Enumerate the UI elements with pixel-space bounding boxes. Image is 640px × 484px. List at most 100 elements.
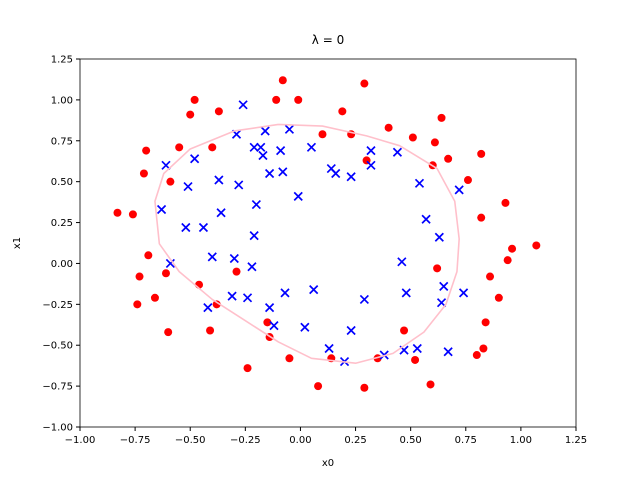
- x-tick-label: 1.00: [510, 435, 532, 446]
- point: [276, 145, 286, 156]
- point: [331, 168, 341, 179]
- point: [264, 168, 275, 179]
- point: [144, 251, 153, 260]
- point: [477, 213, 486, 222]
- y-tick-label: 1.25: [51, 55, 73, 66]
- point: [437, 113, 446, 122]
- point: [477, 149, 486, 158]
- point: [306, 142, 317, 152]
- point: [479, 344, 488, 353]
- x-tick-label: 0.25: [344, 435, 366, 446]
- point: [278, 167, 288, 177]
- point: [397, 257, 407, 267]
- point: [232, 267, 241, 276]
- y-tick-label: 0.25: [51, 218, 73, 229]
- y-tick-label: 0.75: [51, 136, 73, 147]
- point: [212, 300, 221, 309]
- chart-title: λ = 0: [312, 33, 344, 47]
- y-tick-label: −1.00: [42, 423, 73, 434]
- x-tick-label: 0.00: [289, 435, 311, 446]
- point: [384, 123, 393, 132]
- point: [164, 328, 173, 337]
- point: [207, 252, 217, 262]
- point: [481, 318, 490, 327]
- point: [206, 326, 215, 335]
- point: [360, 383, 369, 392]
- point: [284, 124, 295, 134]
- point: [190, 95, 199, 104]
- x-tick-label: −0.50: [175, 435, 206, 446]
- point: [408, 133, 417, 142]
- point: [186, 110, 195, 119]
- point: [285, 354, 294, 363]
- point: [156, 204, 167, 215]
- point: [249, 142, 259, 152]
- point: [400, 326, 409, 335]
- point: [242, 293, 253, 303]
- plot-frame: [79, 58, 577, 428]
- point: [272, 95, 281, 104]
- x-tick-label: −0.25: [230, 435, 261, 446]
- y-tick-label: −0.75: [42, 382, 73, 393]
- point: [234, 180, 244, 190]
- point: [264, 303, 275, 313]
- point: [443, 347, 453, 357]
- y-tick-label: 0.50: [51, 177, 73, 188]
- point: [150, 293, 159, 302]
- point: [318, 130, 327, 139]
- point: [256, 142, 266, 152]
- x-tick-label: 0.50: [400, 435, 422, 446]
- point: [278, 76, 287, 85]
- point: [216, 208, 226, 218]
- point: [314, 382, 323, 391]
- point: [501, 198, 510, 207]
- point: [414, 178, 425, 188]
- x-tick-label: −1.00: [65, 435, 96, 446]
- point: [238, 100, 248, 110]
- point: [251, 199, 261, 210]
- x-tick-label: 1.25: [565, 435, 587, 446]
- point: [183, 181, 193, 192]
- x-tick-label: −0.75: [120, 435, 151, 446]
- point: [214, 107, 223, 116]
- point: [421, 214, 431, 224]
- point: [243, 364, 252, 373]
- point: [359, 294, 369, 305]
- point: [258, 150, 268, 161]
- point: [392, 147, 403, 157]
- point: [142, 146, 151, 155]
- point: [175, 143, 184, 152]
- point: [458, 288, 469, 298]
- point: [309, 285, 319, 295]
- point: [269, 320, 279, 331]
- point: [324, 343, 334, 354]
- point: [247, 262, 257, 272]
- point: [434, 232, 444, 242]
- point: [294, 95, 303, 104]
- point: [463, 176, 472, 185]
- point: [366, 145, 376, 156]
- point: [166, 177, 175, 186]
- point: [198, 222, 209, 233]
- point: [486, 272, 495, 281]
- point: [227, 291, 237, 301]
- y-tick-label: 0.00: [51, 259, 73, 270]
- point: [494, 293, 503, 302]
- point: [249, 231, 259, 241]
- point: [532, 241, 541, 250]
- point: [366, 160, 376, 170]
- point: [263, 318, 272, 327]
- point: [128, 210, 137, 219]
- point: [411, 355, 420, 364]
- point: [229, 253, 239, 264]
- x-axis-label: x0: [322, 458, 334, 469]
- point: [412, 343, 422, 354]
- y-tick-label: −0.50: [42, 341, 73, 352]
- point: [430, 138, 439, 147]
- point: [133, 300, 142, 309]
- point: [454, 185, 464, 195]
- point: [360, 79, 369, 88]
- point: [503, 256, 512, 265]
- y-tick-label: 1.00: [51, 95, 73, 106]
